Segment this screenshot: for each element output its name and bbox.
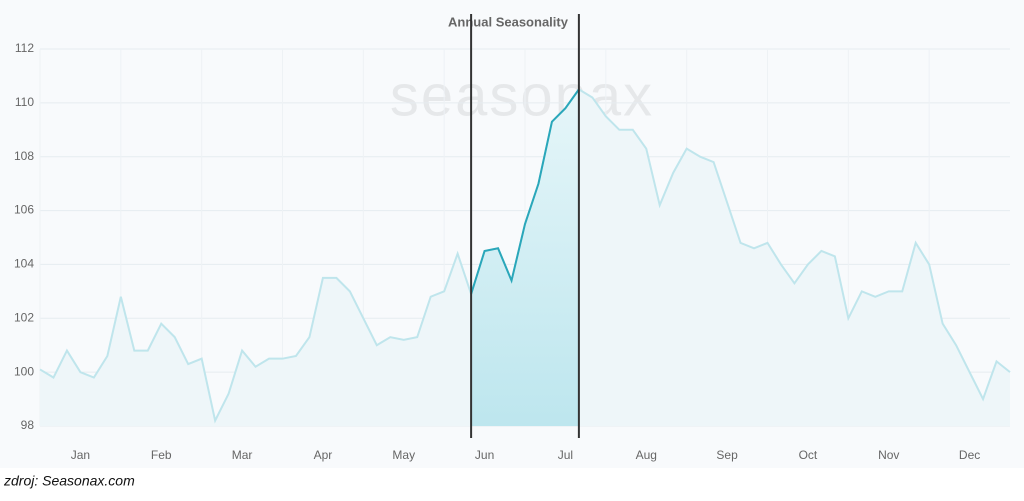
y-tick-label: 100 bbox=[14, 364, 34, 378]
x-tick-label: Jan bbox=[71, 448, 90, 462]
x-tick-label: Sep bbox=[716, 448, 738, 462]
x-tick-label: Oct bbox=[799, 448, 818, 462]
highlight-area bbox=[471, 89, 579, 427]
y-tick-label: 102 bbox=[14, 310, 34, 324]
highlight-line bbox=[470, 88, 580, 295]
watermark: seasonax bbox=[390, 63, 654, 128]
y-tick-label: 106 bbox=[14, 203, 34, 217]
x-tick-label: Aug bbox=[636, 448, 657, 462]
x-tick-label: Jun bbox=[475, 448, 494, 462]
x-tick-label: Dec bbox=[959, 448, 980, 462]
x-tick-label: Nov bbox=[878, 448, 899, 462]
y-tick-label: 104 bbox=[14, 257, 34, 271]
x-tick-label: May bbox=[392, 448, 415, 462]
x-tick-label: Mar bbox=[232, 448, 253, 462]
y-tick-label: 112 bbox=[15, 41, 34, 55]
y-tick-label: 98 bbox=[21, 418, 35, 432]
x-tick-label: Jul bbox=[558, 448, 573, 462]
plot: 98 100 102 104 106 108 110 112 Jan Feb Mar Apr May Ju… bbox=[14, 14, 1011, 462]
source: zdroj: Seasonax.com bbox=[3, 473, 135, 489]
chart-title: Annual Seasonality bbox=[448, 14, 569, 29]
x-tick-label: Apr bbox=[314, 448, 333, 462]
x-tick-label: Feb bbox=[151, 448, 172, 462]
y-tick-label: 108 bbox=[14, 149, 34, 163]
y-tick-label: 110 bbox=[15, 95, 34, 109]
